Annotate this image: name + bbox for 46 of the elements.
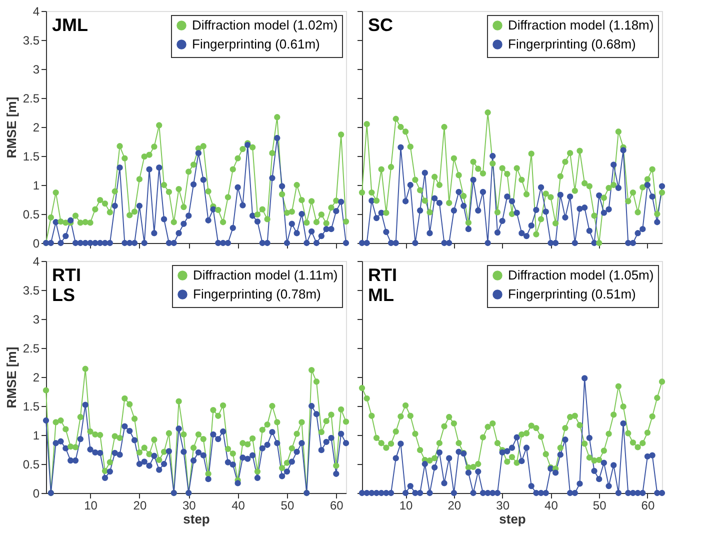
x-axis-title: step <box>499 512 526 526</box>
y-tick-label: 0 <box>32 236 40 250</box>
y-tick-label: 0.5 <box>22 208 40 222</box>
y-tick-label: 0 <box>32 486 40 500</box>
y-tick-label: 2 <box>32 120 40 134</box>
x-axis-title: step <box>183 512 210 526</box>
legend-label: Fingerprinting (0.68m) <box>508 36 636 52</box>
text: RTI ML <box>368 265 397 305</box>
legend-label: Diffraction model (1.11m) <box>193 268 338 282</box>
y-tick-label: 4 <box>32 254 40 268</box>
y-tick-label: 3.5 <box>22 284 40 298</box>
text: RTI LS <box>52 265 81 305</box>
y-tick-label: 2.5 <box>22 342 40 356</box>
x-tick-label: 40 <box>232 498 246 512</box>
y-tick-label: 3 <box>32 312 40 326</box>
y-tick-label: 1 <box>32 428 40 442</box>
x-tick-label: 40 <box>544 498 558 512</box>
y-tick-label: 0.5 <box>22 458 40 472</box>
y-tick-label: 1.5 <box>22 150 40 164</box>
y-axis-title: RMSE [m] <box>4 96 19 158</box>
x-tick-label: 30 <box>496 498 510 512</box>
x-tick-label: 30 <box>182 498 196 512</box>
y-tick-label: 1 <box>32 178 40 192</box>
x-tick-label: 20 <box>133 498 147 512</box>
chart-title: SC <box>368 15 394 35</box>
y-tick-label: 2.5 <box>22 92 40 106</box>
x-tick-label: 10 <box>84 498 98 512</box>
x-tick-label: 50 <box>592 498 607 512</box>
x-tick-label: 60 <box>641 498 655 512</box>
legend-label: Fingerprinting (0.61m) <box>192 36 320 52</box>
chart-title: JML <box>52 15 88 35</box>
x-tick-label: 60 <box>330 498 344 512</box>
legend-label: Diffraction model (1.05m) <box>508 268 654 282</box>
x-tick-label: 10 <box>399 498 414 512</box>
x-tick-label: 50 <box>280 498 294 512</box>
y-tick-label: 3 <box>32 62 40 76</box>
legend-label: Diffraction model (1.02m) <box>192 18 338 32</box>
y-axis-title: RMSE [m] <box>4 346 19 408</box>
y-tick-label: 2 <box>32 370 40 384</box>
y-tick-label: 3.5 <box>22 34 40 48</box>
legend-label: Diffraction model (1.18m) <box>508 18 654 32</box>
y-tick-label: 1.5 <box>22 400 40 414</box>
y-tick-label: 4 <box>32 4 40 18</box>
x-tick-label: 20 <box>448 498 462 512</box>
legend-label: Fingerprinting (0.51m) <box>508 286 636 302</box>
legend-label: Fingerprinting (0.78m) <box>193 286 321 302</box>
